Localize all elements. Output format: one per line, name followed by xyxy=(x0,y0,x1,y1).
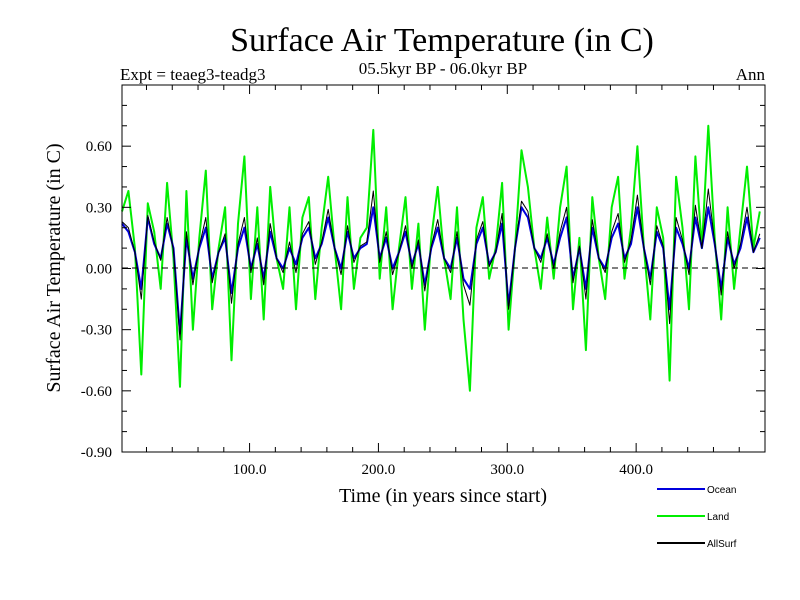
series-line-allsurf xyxy=(121,188,761,341)
period-subtitle: 05.5kyr BP - 06.0kyr BP xyxy=(359,59,527,78)
x-tick-label: 400.0 xyxy=(619,462,653,478)
series-line-land xyxy=(121,124,761,392)
y-tick-label: 0.30 xyxy=(86,200,112,216)
season-label: Ann xyxy=(736,65,766,84)
x-tick-label: 200.0 xyxy=(362,462,396,478)
y-tick-label: 0.60 xyxy=(86,139,112,155)
expt-label: Expt = teaeg3-teadg3 xyxy=(120,65,266,84)
chart-title: Surface Air Temperature (in C) xyxy=(230,22,654,59)
x-tick-label: 300.0 xyxy=(490,462,524,478)
y-tick-label: 0.00 xyxy=(86,262,112,278)
plot-lines xyxy=(121,124,761,392)
legend-label-land: Land xyxy=(707,512,729,523)
x-tick-label: 100.0 xyxy=(233,462,267,478)
legend: Ocean Land AllSurf xyxy=(657,485,737,550)
axis-ticks: 100.0 200.0 300.0 400.0 -0.90 -0.60 -0.30 0.00 0… xyxy=(81,84,766,478)
y-tick-label: -0.30 xyxy=(81,323,112,339)
legend-label-allsurf: AllSurf xyxy=(707,539,737,550)
legend-label-ocean: Ocean xyxy=(707,485,736,496)
y-axis-label: Surface Air Temperature (in C) xyxy=(43,143,65,392)
x-axis-label: Time (in years since start) xyxy=(339,485,547,507)
y-tick-label: -0.60 xyxy=(81,384,112,400)
y-tick-label: -0.90 xyxy=(81,445,112,461)
